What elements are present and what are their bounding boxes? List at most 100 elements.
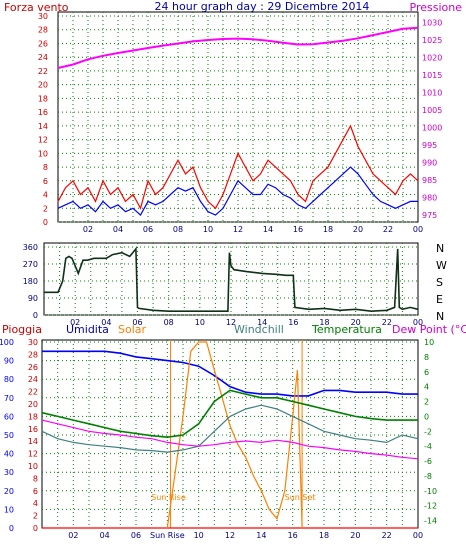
rain-y-tick: 2 [33, 512, 38, 521]
wind-y-tick: 26 [38, 39, 48, 48]
temp-panel-x-tick: 06 [131, 531, 141, 540]
direction-panel-x-tick: 20 [351, 318, 361, 327]
temp-panel-x-tick: 00 [413, 531, 423, 540]
legend-dew-point-c: Dew Point (°C) [392, 323, 466, 336]
rain-y-tick: 24 [28, 375, 38, 384]
wind-y-tick: 14 [38, 122, 48, 131]
temp-panel-x-tick: 10 [194, 531, 204, 540]
legend-umidita: Umidita [66, 323, 109, 336]
pressure-y-tick: 1025 [422, 36, 442, 45]
rain-y-tick: 0 [33, 524, 38, 533]
rain-y-tick: 8 [33, 474, 38, 483]
temp-panel-x-tick: 16 [288, 531, 298, 540]
wind-axis-label: Forza vento [4, 1, 69, 14]
pressure-y-tick: 1015 [422, 71, 442, 80]
temp-panel-x-tick: 12 [225, 531, 235, 540]
temperature-y-tick: 6 [424, 368, 429, 377]
wind-y-tick: 6 [43, 177, 48, 186]
temperature-y-tick: -2 [424, 427, 432, 436]
temperature-y-tick: 0 [424, 412, 429, 421]
temperature-y-tick: -4 [424, 442, 432, 451]
pressure-y-tick: 1010 [422, 89, 442, 98]
direction-y-tick: 360 [23, 243, 38, 252]
wind-y-tick: 24 [38, 53, 48, 62]
humidity-y-tick: 80 [4, 375, 14, 384]
compass-tick: N [436, 310, 444, 323]
direction-panel-x-tick: 02 [70, 318, 80, 327]
temperature-y-tick: -12 [424, 502, 437, 511]
wind-y-tick: 16 [38, 108, 48, 117]
pressure-y-tick: 990 [422, 159, 437, 168]
temperature-y-tick: -10 [424, 487, 437, 496]
pressure-y-tick: 980 [422, 194, 437, 203]
pressure-y-tick: 985 [422, 176, 437, 185]
temperature-y-tick: 4 [424, 383, 429, 392]
rain-y-tick: 18 [28, 412, 38, 421]
temperature-y-tick: -8 [424, 472, 432, 481]
direction-panel-x-tick: 06 [132, 318, 142, 327]
wind-y-tick: 0 [43, 218, 48, 227]
humidity-y-tick: 20 [4, 487, 14, 496]
humidity-y-tick: 10 [4, 505, 14, 514]
direction-panel-grid [59, 243, 403, 315]
pressure-y-tick: 1005 [422, 106, 442, 115]
wind-panel-x-tick: 10 [203, 225, 213, 234]
rain-y-tick: 4 [33, 499, 38, 508]
pressure-y-tick: 1000 [422, 124, 442, 133]
temp-panel-x-tick: 04 [100, 531, 110, 540]
direction-y-tick: 180 [23, 277, 38, 286]
wind-panel-x-tick: 08 [173, 225, 183, 234]
direction-y-tick: 270 [23, 260, 38, 269]
humidity-y-tick: 60 [4, 412, 14, 421]
wind-pressure-panel: 02 04 06 08 10 12 14 16 18 20 22 000246810121416182… [38, 11, 442, 234]
rain-y-tick: 22 [28, 388, 38, 397]
compass-tick: E [436, 293, 443, 306]
humidity-y-tick: 0 [9, 524, 14, 533]
rain-y-tick: 10 [28, 462, 38, 471]
direction-panel-x-tick: 08 [164, 318, 174, 327]
temperature-y-tick: 8 [424, 353, 429, 362]
direction-panel-x-tick: 00 [413, 318, 423, 327]
rain-y-tick: 6 [33, 487, 38, 496]
series-temperatura [41, 389, 418, 439]
rain-y-tick: 20 [28, 400, 38, 409]
compass-tick: W [436, 259, 447, 272]
direction-panel-x-tick: 16 [288, 318, 298, 327]
humidity-y-tick: 70 [4, 394, 14, 403]
humidity-y-tick: 50 [4, 431, 14, 440]
wind-panel-x-tick: 22 [383, 225, 393, 234]
rain-y-tick: 30 [28, 338, 38, 347]
temp-panel-x-tick: 18 [319, 531, 329, 540]
pressure-y-tick: 1030 [422, 19, 442, 28]
series-windchill [41, 404, 419, 453]
wind-panel-x-tick: 12 [233, 225, 243, 234]
graph-title: 24 hour graph day : 29 Dicembre 2014 [155, 0, 370, 13]
wind-panel-x-tick: 14 [263, 225, 273, 234]
annotation-sun-rise: Sun Rise [151, 493, 186, 502]
direction-panel-x-tick: 14 [257, 318, 267, 327]
pressure-axis-label: Pressione [410, 1, 463, 14]
pressure-y-tick: 975 [422, 211, 437, 220]
temp-panel-x-tick: Sun Rise [150, 531, 185, 540]
wind-panel-grid [72, 12, 404, 222]
rain-y-tick: 26 [28, 363, 38, 372]
direction-panel-x-tick: 18 [319, 318, 329, 327]
direction-panel-x-tick: 12 [226, 318, 236, 327]
temp-panel-grid [57, 340, 403, 528]
direction-y-tick: 90 [28, 294, 38, 303]
wind-y-tick: 8 [43, 163, 48, 172]
series-direzione [44, 246, 419, 313]
temperature-y-tick: 10 [424, 338, 434, 347]
wind-y-tick: 20 [38, 81, 48, 90]
temp-panel-x-tick: 14 [256, 531, 266, 540]
series-vento-medio [57, 166, 418, 217]
legend-solar: Solar [118, 323, 147, 336]
wind-panel-x-tick: 20 [353, 225, 363, 234]
wind-panel-x-tick: 04 [113, 225, 123, 234]
series-solar [166, 341, 303, 529]
legend-temperatura: Temperatura [311, 323, 382, 336]
direction-panel-x-tick: 10 [195, 318, 205, 327]
wind-y-tick: 30 [38, 12, 48, 21]
wind-y-tick: 28 [38, 26, 48, 35]
